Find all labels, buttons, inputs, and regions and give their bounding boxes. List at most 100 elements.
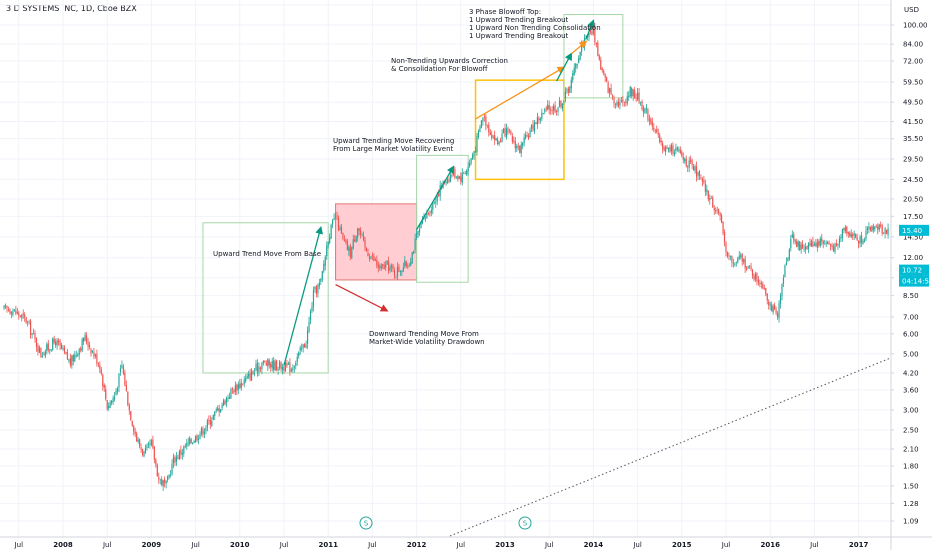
candle-body [390,265,393,268]
candle-body [751,269,754,277]
candle-body [355,235,357,243]
candle-body [206,420,208,428]
candle-body [262,361,264,364]
candle-body [688,160,690,168]
candle-body [273,360,275,370]
candle-body [645,108,648,110]
candle-body [184,445,186,448]
candle-body [880,224,882,226]
consolidation-box[interactable] [474,79,565,181]
candle-body [794,240,796,242]
candle-body [816,241,818,248]
candle-body [63,347,66,353]
blowoff-label-4: 1 Upward Trending Breakout [469,32,569,40]
recovery-arrow[interactable] [416,165,455,230]
candle-body [576,64,578,66]
candle-body [119,368,122,373]
candle-body [314,287,316,290]
candle-body [237,384,239,390]
candle-body [809,242,811,246]
candle-body [432,203,434,210]
candle-body [407,265,409,267]
price-tick-label: 6.00 [903,330,919,338]
candle-body [495,138,497,141]
price-tick-label: 20.50 [903,195,923,203]
candle-body [617,101,620,107]
candle-body [887,228,889,235]
blowoff-box[interactable] [563,14,624,99]
blowoff-arrow-2[interactable] [570,40,588,55]
candle-body [818,241,820,246]
candle-body [610,88,612,95]
price-axis[interactable]: USD 100.00 84.00 72.00 59.50 49.50 41.50 35.50 2… [891,6,932,526]
candle-body [821,238,823,242]
candle-body [844,227,846,232]
candle-body [342,233,344,239]
recovery-box[interactable] [416,154,469,283]
candle-body [192,442,194,444]
candle-body [738,255,740,259]
price-tick-label: 1.80 [903,462,919,470]
candle-body [728,255,730,257]
candle-body [124,372,126,386]
candle-body [570,79,572,89]
candle-body [156,464,158,477]
candle-body [776,313,779,318]
candle-body [488,124,490,133]
candle-body [3,305,5,309]
candle-body [469,163,471,167]
candle-body [283,366,285,372]
candle-body [522,142,524,146]
candle-body [211,420,213,426]
candle-body [152,439,154,448]
drawdown-arrow[interactable] [335,283,389,312]
candle-body [853,233,855,236]
candle-body [830,243,832,246]
candle-body [706,189,708,192]
event-marker[interactable] [518,516,532,530]
candle-body [134,431,136,435]
base-trend-arrow[interactable] [283,226,323,366]
blowoff-arrow-1[interactable] [555,52,573,82]
candle-body [810,240,813,247]
candle-body [667,147,670,150]
candle-body [474,150,477,152]
candle-body [732,263,734,265]
candle-body [757,280,760,283]
candle-body [533,122,536,132]
candle-body [716,209,718,211]
event-marker[interactable] [359,516,373,530]
candle-body [115,390,117,396]
dotted-trendline[interactable] [423,355,896,547]
base-move-box[interactable] [202,222,329,374]
blowoff-label-1: 3 Phase Blowoff Top: [469,8,541,16]
price-tick-label: 49.50 [903,99,923,107]
candle-body [822,240,824,245]
candle-body [77,354,79,356]
time-axis[interactable]: Jul 2008 Jul 2009 Jul 2010 Jul 2011 Jul 2012 Jul 20… [14,541,869,549]
candle-body [43,354,45,356]
candle-body [429,213,431,215]
candle-body [704,184,706,192]
candle-body [759,282,761,285]
candle-body [212,414,214,420]
candle-body [644,108,646,113]
candle-body [228,397,231,399]
candle-body [545,108,547,110]
time-tick-label: Jul [279,541,289,549]
consolidation-arrow[interactable] [475,66,566,120]
candle-body [177,457,179,459]
candle-body [144,447,147,453]
candle-body [111,400,113,404]
candle-body [855,233,857,239]
price-tick-label: 12.00 [903,254,923,262]
candle-body [56,340,58,346]
blowoff-arrow-3[interactable] [585,19,595,40]
candle-body [831,245,833,247]
candle-body [479,127,481,132]
candle-body [703,180,705,184]
price-tick-label: 1.09 [903,518,919,526]
candle-body [765,288,767,295]
